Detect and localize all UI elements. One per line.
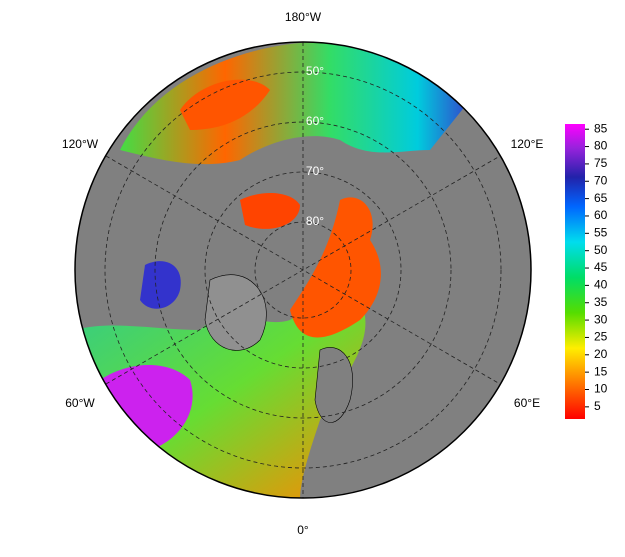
lat-label: 70° bbox=[306, 164, 324, 178]
colorbar bbox=[565, 124, 585, 419]
scandinavia bbox=[314, 347, 353, 423]
colorbar-tick-label: 15 bbox=[594, 364, 608, 378]
colorbar-tick-label: 25 bbox=[594, 330, 608, 344]
colorbar-tick-label: 85 bbox=[594, 121, 608, 135]
lon-label: 60°E bbox=[514, 396, 540, 410]
greenland bbox=[204, 274, 267, 351]
lat-circle bbox=[254, 221, 352, 319]
map-disk bbox=[75, 42, 531, 498]
lat-circle bbox=[154, 121, 452, 419]
lon-label: 180°W bbox=[285, 10, 322, 24]
colorbar-tick-label: 50 bbox=[594, 243, 608, 257]
hudson-bay bbox=[140, 261, 181, 309]
colorbar-tick-label: 75 bbox=[594, 156, 608, 170]
arctic-field bbox=[290, 197, 381, 338]
colorbar-tick-label: 35 bbox=[594, 295, 608, 309]
colorbar-tick-label: 55 bbox=[594, 225, 608, 239]
colorbar-tick-label: 40 bbox=[594, 278, 608, 292]
lon-label: 60°W bbox=[65, 396, 95, 410]
lat-label: 60° bbox=[306, 114, 324, 128]
colorbar-tick-label: 20 bbox=[594, 347, 608, 361]
pacific-field bbox=[120, 42, 470, 165]
arctic-patch bbox=[240, 193, 300, 229]
colorbar-tick-label: 80 bbox=[594, 139, 608, 153]
colorbar-tick-label: 60 bbox=[594, 208, 608, 222]
lon-label: 120°W bbox=[62, 137, 99, 151]
colorbar-tick-label: 70 bbox=[594, 173, 608, 187]
map-border bbox=[74, 41, 532, 499]
colorbar-tick-label: 5 bbox=[594, 399, 601, 413]
lon-label: 120°E bbox=[511, 137, 544, 151]
colorbar-tick-label: 65 bbox=[594, 191, 608, 205]
pacific-patch bbox=[180, 79, 270, 130]
meridian bbox=[105, 155, 501, 385]
graticule bbox=[104, 42, 502, 498]
lat-label: 50° bbox=[306, 64, 324, 78]
lat-label: 80° bbox=[306, 214, 324, 228]
lon-label: 0° bbox=[297, 523, 309, 537]
colorbar-tick-label: 45 bbox=[594, 260, 608, 274]
colorbar-tick-label: 30 bbox=[594, 312, 608, 326]
colorbar-tick-label: 10 bbox=[594, 382, 608, 396]
lat-circle bbox=[204, 171, 402, 369]
